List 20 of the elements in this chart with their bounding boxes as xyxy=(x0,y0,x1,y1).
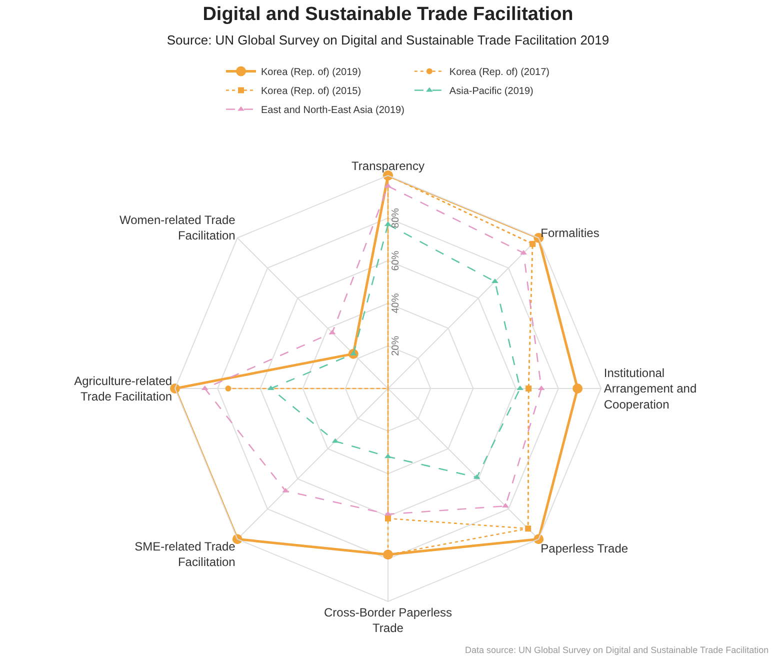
source-note: Data source: UN Global Survey on Digital and Sustainable Trade Facilitation xyxy=(465,645,769,655)
spoke-label: Institutional Arrangement and Cooperation xyxy=(604,366,697,412)
spoke-label: Agriculture-related Trade Facilitation xyxy=(74,374,172,404)
legend-label: Asia-Pacific (2019) xyxy=(449,86,534,98)
spoke-label: Cross-Border Paperless Trade xyxy=(324,605,452,635)
legend-label: Korea (Rep. of) (2019) xyxy=(261,67,362,78)
y-tick-label: 80% xyxy=(390,208,402,228)
spoke-label: Paperless Trade xyxy=(540,542,628,556)
y-tick-label: 20% xyxy=(390,336,402,356)
spoke-label: Women-related Trade Facilitation xyxy=(119,212,236,242)
spoke-label: Transparency xyxy=(352,159,424,174)
legend-label: Korea (Rep. of) (2015) xyxy=(261,86,362,98)
spoke-label: SME-related Trade Facilitation xyxy=(134,539,236,569)
legend-label: Korea (Rep. of) (2017) xyxy=(449,67,550,78)
chart-title: Digital and Sustainable Trade Facilitation xyxy=(202,4,574,25)
chart-subtitle: Source: UN Global Survey on Digital and Sustainable Trade Facilitation 2019 xyxy=(166,32,610,48)
y-tick-label: 40% xyxy=(390,293,402,314)
y-tick-label: 60% xyxy=(390,250,402,271)
spoke-label: Formalities xyxy=(540,226,600,240)
legend-label: East and North-East Asia (2019) xyxy=(261,105,404,116)
